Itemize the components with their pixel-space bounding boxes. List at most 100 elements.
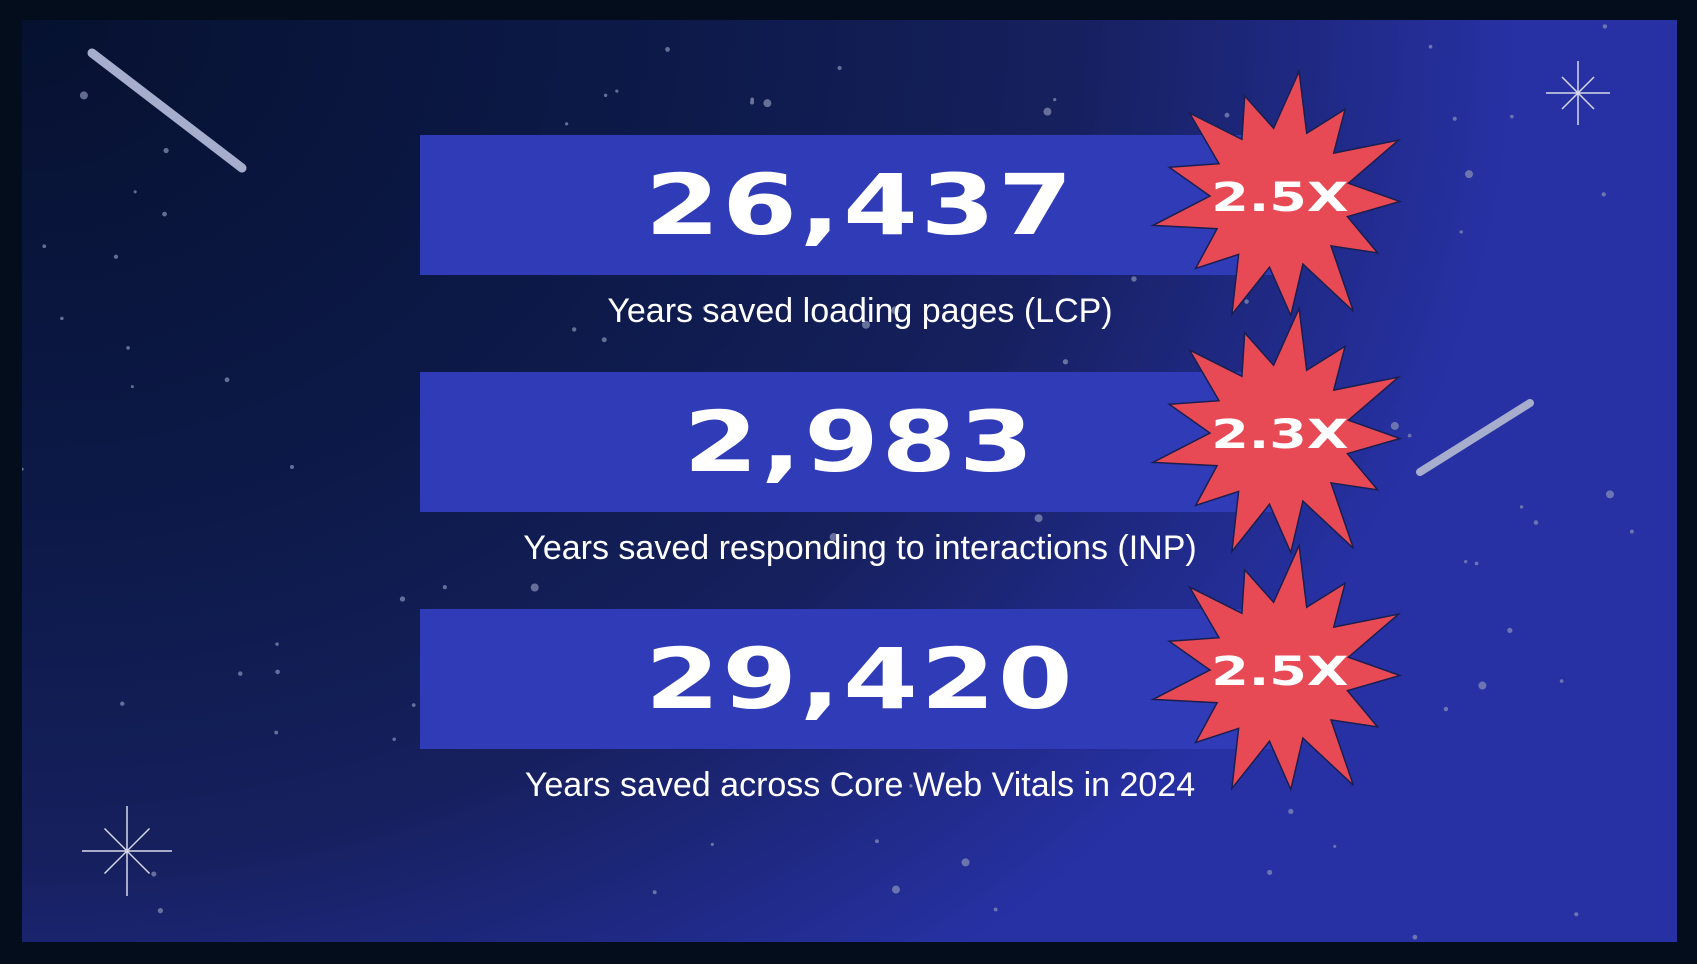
star-dot — [1507, 627, 1513, 633]
star-dot — [120, 701, 125, 706]
sparkle-star-icon — [1561, 76, 1595, 110]
star-dot — [763, 99, 772, 108]
star-dot — [1224, 112, 1230, 118]
star-dot — [993, 907, 998, 912]
star-dot — [224, 377, 230, 383]
star-dot — [837, 65, 842, 71]
star-dot — [157, 908, 164, 914]
star-dot — [1605, 490, 1614, 499]
star-dot — [530, 583, 539, 592]
star-dot — [571, 327, 577, 332]
star-dot — [1464, 560, 1468, 564]
star-dot — [163, 147, 169, 154]
star-dot — [1474, 561, 1479, 566]
star-dot — [1459, 230, 1463, 234]
star-dot — [151, 871, 157, 877]
star-dot — [891, 885, 900, 894]
star-dot — [702, 305, 707, 311]
stat-bar-cwv — [420, 609, 1300, 749]
starburst-badge-inp: 2.3X — [1145, 300, 1415, 570]
star-dot — [615, 89, 619, 93]
star-dot — [1412, 934, 1418, 940]
star-dot — [392, 737, 396, 741]
shooting-star-icon — [1416, 399, 1534, 476]
star-dot — [565, 122, 569, 126]
multiplier-lcp: 2.5X — [1211, 175, 1349, 221]
star-dot — [79, 91, 88, 100]
stat-bar-lcp — [420, 135, 1300, 275]
star-dot — [399, 596, 406, 602]
star-dot — [238, 671, 243, 676]
slide: 26,437 Years saved loading pages (LCP) 2… — [22, 20, 1677, 942]
starburst-badge-lcp: 2.5X — [1145, 63, 1415, 333]
star-dot — [1574, 912, 1579, 917]
star-dot — [909, 784, 913, 788]
star-dot — [1559, 679, 1564, 683]
star-dot — [130, 385, 134, 389]
multiplier-inp: 2.3X — [1211, 412, 1349, 458]
star-dot — [665, 47, 670, 52]
star-dot — [442, 585, 447, 590]
star-dot — [1043, 107, 1052, 116]
star-dot — [113, 254, 119, 259]
star-dot — [1443, 706, 1449, 712]
star-dot — [275, 669, 280, 675]
star-dot — [1062, 359, 1069, 365]
stat-value-inp: 2,983 — [683, 393, 1037, 491]
stat-label-lcp: Years saved loading pages (LCP) — [607, 292, 1113, 330]
star-dot — [601, 337, 607, 343]
multiplier-cwv: 2.5X — [1211, 649, 1349, 695]
star-dot — [42, 244, 47, 249]
star-dot — [22, 467, 24, 471]
star-dot — [60, 316, 64, 321]
star-dot — [1629, 529, 1634, 534]
stat-value-cwv: 29,420 — [644, 630, 1076, 728]
star-dot — [1390, 421, 1399, 430]
star-dot — [1601, 192, 1606, 197]
star-dot — [603, 93, 608, 98]
star-dot — [891, 306, 900, 315]
shooting-star-icon — [87, 48, 247, 173]
star-dot — [1510, 114, 1514, 119]
stat-value-lcp: 26,437 — [644, 156, 1076, 254]
stat-label-cwv: Years saved across Core Web Vitals in 20… — [524, 766, 1196, 804]
star-dot — [1333, 844, 1337, 848]
star-dot — [275, 642, 279, 646]
star-dot — [674, 783, 679, 788]
star-dot — [750, 100, 755, 105]
star-dot — [875, 839, 879, 844]
stat-label-inp: Years saved responding to interactions (… — [523, 529, 1197, 567]
star-dot — [274, 730, 279, 735]
star-dot — [1452, 116, 1457, 121]
star-dot — [1478, 681, 1487, 690]
starburst-badge-cwv: 2.5X — [1145, 537, 1415, 807]
star-dot — [1034, 514, 1043, 523]
star-dot — [1428, 44, 1433, 49]
starburst-icon — [1150, 542, 1403, 792]
star-dot — [289, 464, 294, 469]
star-dot — [1053, 97, 1057, 102]
star-dot — [1131, 276, 1137, 282]
star-dot — [1519, 505, 1524, 509]
star-dot — [1244, 299, 1249, 304]
star-dot — [162, 211, 167, 217]
star-dot — [652, 890, 657, 895]
star-dot — [411, 703, 416, 707]
star-dot — [710, 842, 714, 846]
starburst-icon — [1150, 305, 1403, 555]
stat-bar-inp — [420, 372, 1300, 512]
star-dot — [133, 190, 137, 194]
star-dot — [861, 320, 870, 329]
star-dot — [750, 97, 755, 102]
sparkle-star-icon — [103, 827, 151, 875]
star-dot — [961, 858, 970, 867]
star-dot — [1288, 808, 1294, 815]
star-dot — [829, 533, 838, 542]
star-dot — [1533, 520, 1539, 525]
starburst-icon — [1150, 68, 1403, 318]
star-dot — [1464, 170, 1473, 179]
star-dot — [1267, 869, 1273, 875]
star-dot — [1407, 433, 1412, 438]
star-dot — [126, 346, 130, 350]
star-dot — [1602, 24, 1608, 29]
